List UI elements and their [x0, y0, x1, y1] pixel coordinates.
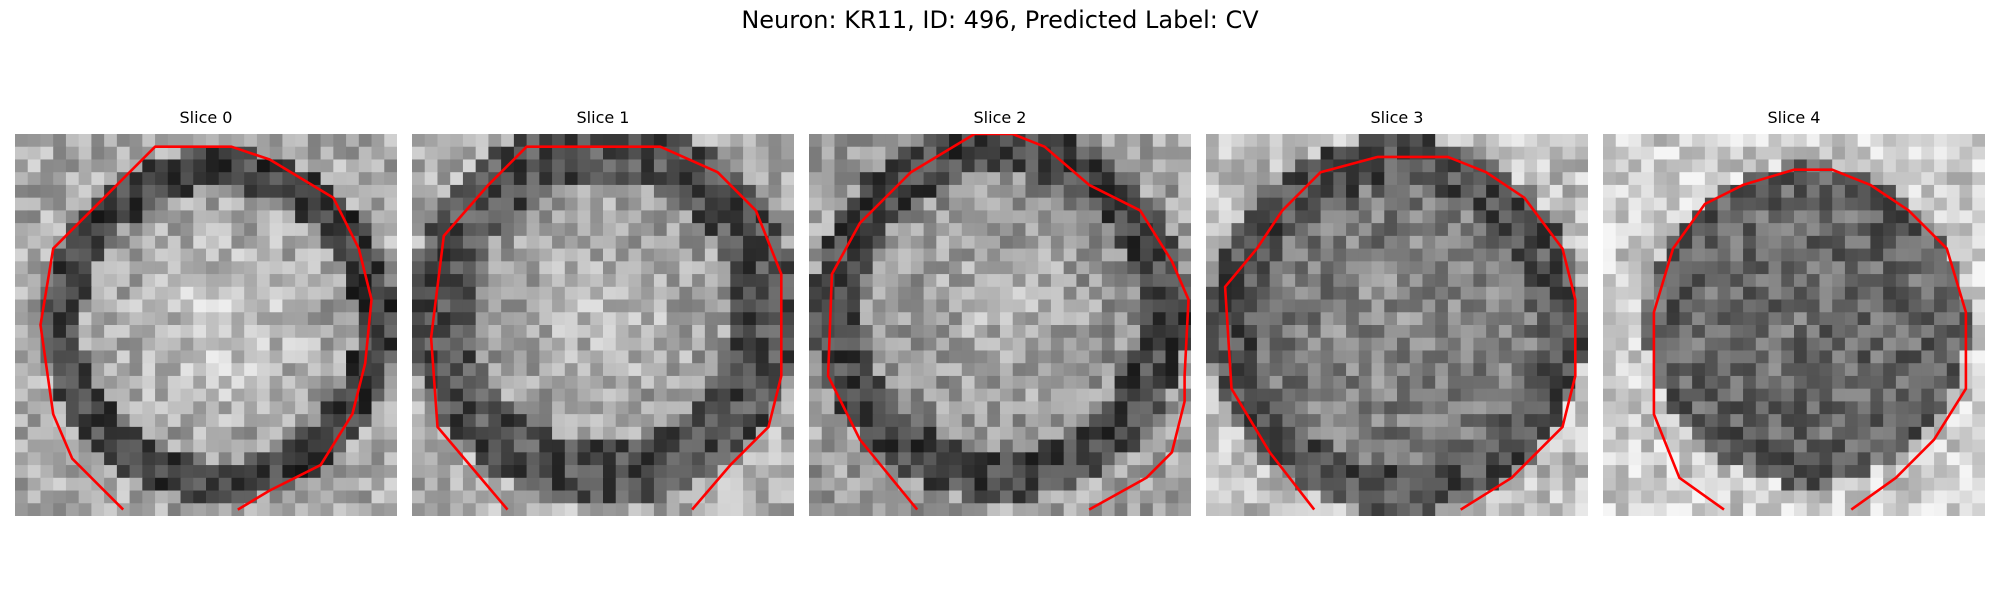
contour-line [826, 134, 1190, 511]
figure-title: Neuron: KR11, ID: 496, Predicted Label: … [741, 6, 1259, 34]
slice-title: Slice 3 [1370, 108, 1424, 127]
slice-title: Slice 0 [179, 108, 233, 127]
slice-title: Slice 2 [973, 108, 1027, 127]
slice-title: Slice 1 [576, 108, 630, 127]
slice-image [809, 134, 1191, 516]
contour-line [1223, 155, 1577, 511]
contour-line [429, 145, 783, 511]
slice-image [15, 134, 397, 516]
contour-line [1652, 168, 1968, 511]
slice-image [412, 134, 794, 516]
contour-line [39, 145, 373, 511]
slice-title: Slice 4 [1767, 108, 1821, 127]
slice-image [1206, 134, 1588, 516]
slice-image [1603, 134, 1985, 516]
